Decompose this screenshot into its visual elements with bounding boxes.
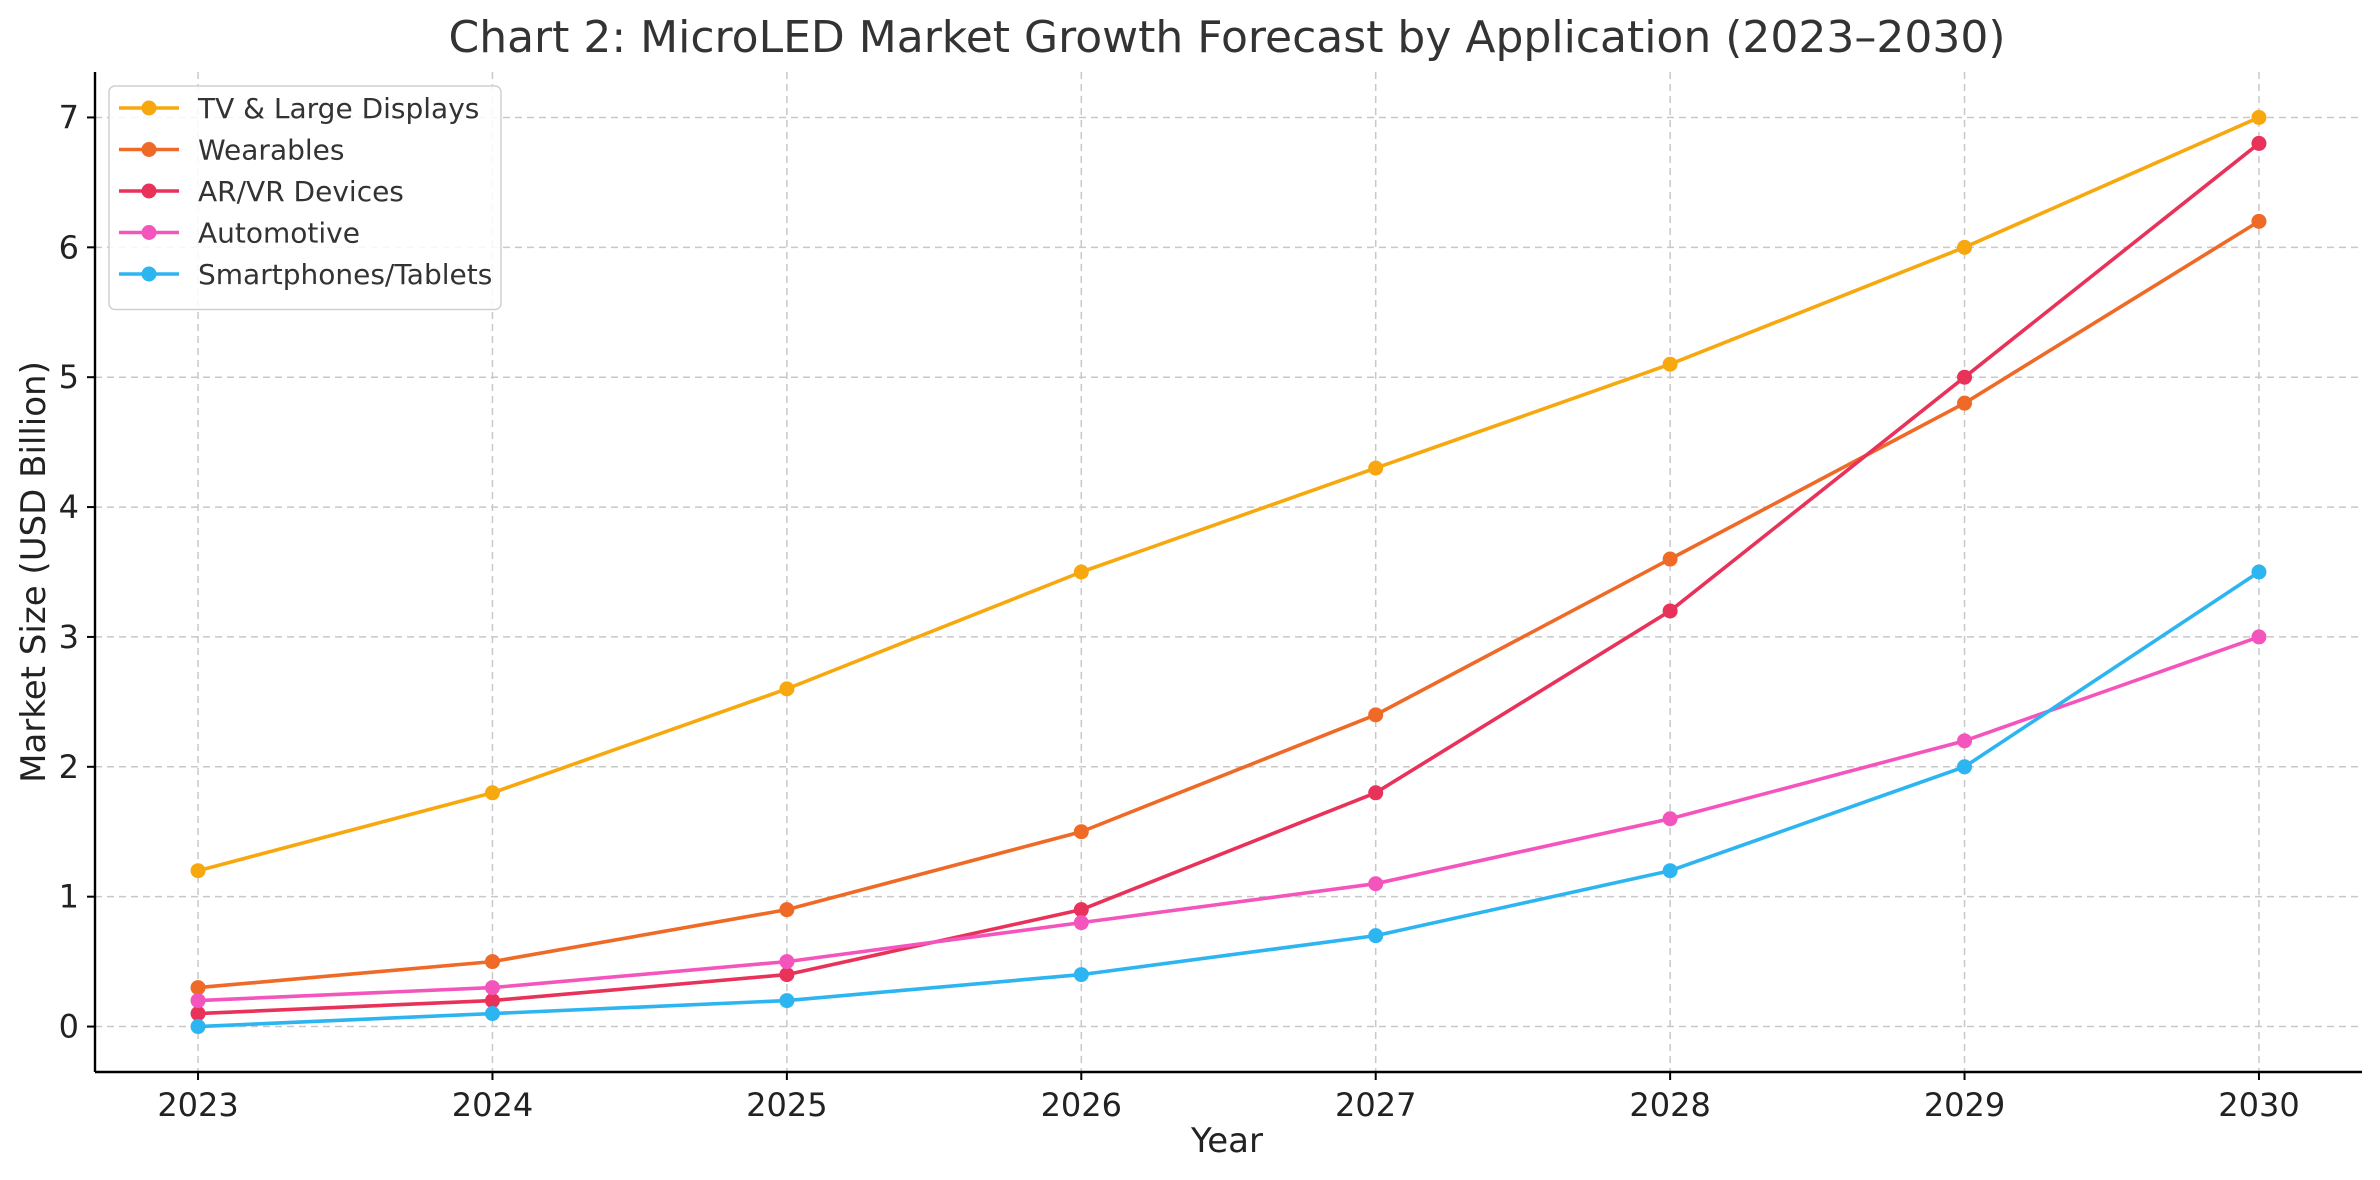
y-axis-label: Market Size (USD Billion) (14, 361, 54, 783)
data-point (779, 681, 795, 697)
data-point (779, 967, 795, 983)
data-point (1662, 551, 1678, 567)
data-point (1073, 915, 1089, 931)
x-tick-label: 2024 (452, 1086, 533, 1124)
data-point (190, 993, 206, 1009)
data-point (1368, 785, 1384, 801)
data-point (1957, 395, 1973, 411)
data-point (484, 785, 500, 801)
legend-item: Smartphones/Tablets (119, 258, 492, 291)
series-tv-large-displays (190, 109, 2267, 879)
tick-labels: 2023 2024 2025 2026 2027 2028 2029 2030 0 1 2 3 4 5 6 7 (59, 98, 2300, 1124)
y-tick-label: 2 (59, 748, 79, 786)
legend-label: TV & Large Displays (197, 92, 479, 125)
data-point (779, 993, 795, 1009)
data-point (1957, 759, 1973, 775)
data-point (1368, 876, 1384, 892)
data-point (484, 980, 500, 996)
data-point (1368, 460, 1384, 476)
legend-item: Wearables (119, 134, 344, 167)
data-point (1073, 564, 1089, 580)
x-tick-label: 2027 (1335, 1086, 1416, 1124)
legend-box (108, 85, 502, 311)
legend-label: AR/VR Devices (198, 175, 404, 208)
legend-item: TV & Large Displays (119, 92, 479, 125)
legend-marker (141, 266, 157, 282)
legend-label: Smartphones/Tablets (198, 258, 492, 291)
data-point (2251, 109, 2267, 125)
data-point (1073, 967, 1089, 983)
series-line (197, 219, 2260, 990)
legend: TV & Large Displays Wearables AR/VR Device… (108, 85, 502, 311)
legend-label: Automotive (198, 217, 360, 250)
x-tick-label: 2025 (746, 1086, 827, 1124)
data-point (484, 993, 500, 1009)
legend-marker (141, 100, 157, 116)
y-tick-label: 0 (59, 1008, 79, 1046)
data-point (1662, 603, 1678, 619)
data-point (1368, 928, 1384, 944)
data-point (2251, 135, 2267, 151)
series-line (197, 115, 2260, 873)
y-tick-label: 1 (59, 878, 79, 916)
data-point (2251, 629, 2267, 645)
data-point (1662, 356, 1678, 372)
data-point (1073, 824, 1089, 840)
data-point (779, 902, 795, 918)
data-point (190, 863, 206, 879)
y-tick-label: 5 (59, 358, 79, 396)
series-line (197, 635, 2260, 1003)
data-point (1073, 902, 1089, 918)
data-point (1662, 863, 1678, 879)
data-point (1957, 239, 1973, 255)
series-lines (190, 109, 2267, 1035)
data-point (1662, 811, 1678, 827)
series-line (197, 570, 2260, 1029)
data-point (779, 954, 795, 970)
legend-item: AR/VR Devices (119, 175, 404, 208)
series-wearables (190, 213, 2267, 996)
data-point (190, 1019, 206, 1035)
y-tick-label: 4 (59, 488, 79, 526)
chart-title: Chart 2: MicroLED Market Growth Forecast… (448, 12, 2005, 63)
data-point (2251, 564, 2267, 580)
data-point (190, 980, 206, 996)
series-automotive (190, 629, 2267, 1009)
legend-marker (141, 225, 157, 240)
data-point (2251, 213, 2267, 229)
x-tick-label: 2030 (2218, 1086, 2299, 1124)
x-tick-label: 2029 (1924, 1086, 2005, 1124)
data-point (1957, 733, 1973, 749)
data-point (190, 1006, 206, 1022)
data-point (484, 1006, 500, 1022)
legend-item: Automotive (119, 217, 360, 250)
y-tick-label: 6 (59, 228, 79, 266)
data-point (1368, 707, 1384, 723)
series-line (197, 142, 2261, 1016)
data-point (1957, 369, 1973, 385)
legend-marker (141, 183, 157, 199)
x-axis-label: Year (1190, 1121, 1263, 1161)
legend-label: Wearables (198, 134, 344, 167)
y-tick-label: 7 (59, 98, 79, 136)
x-tick-label: 2028 (1629, 1086, 1710, 1124)
legend-marker (141, 142, 157, 157)
series-smartphones-tablets (190, 564, 2267, 1035)
data-point (484, 954, 500, 970)
axes (87, 72, 2362, 1080)
series-ar-vr-devices (190, 135, 2267, 1022)
y-tick-label: 3 (59, 618, 79, 656)
x-tick-label: 2023 (157, 1086, 238, 1124)
x-tick-label: 2026 (1041, 1086, 1122, 1124)
